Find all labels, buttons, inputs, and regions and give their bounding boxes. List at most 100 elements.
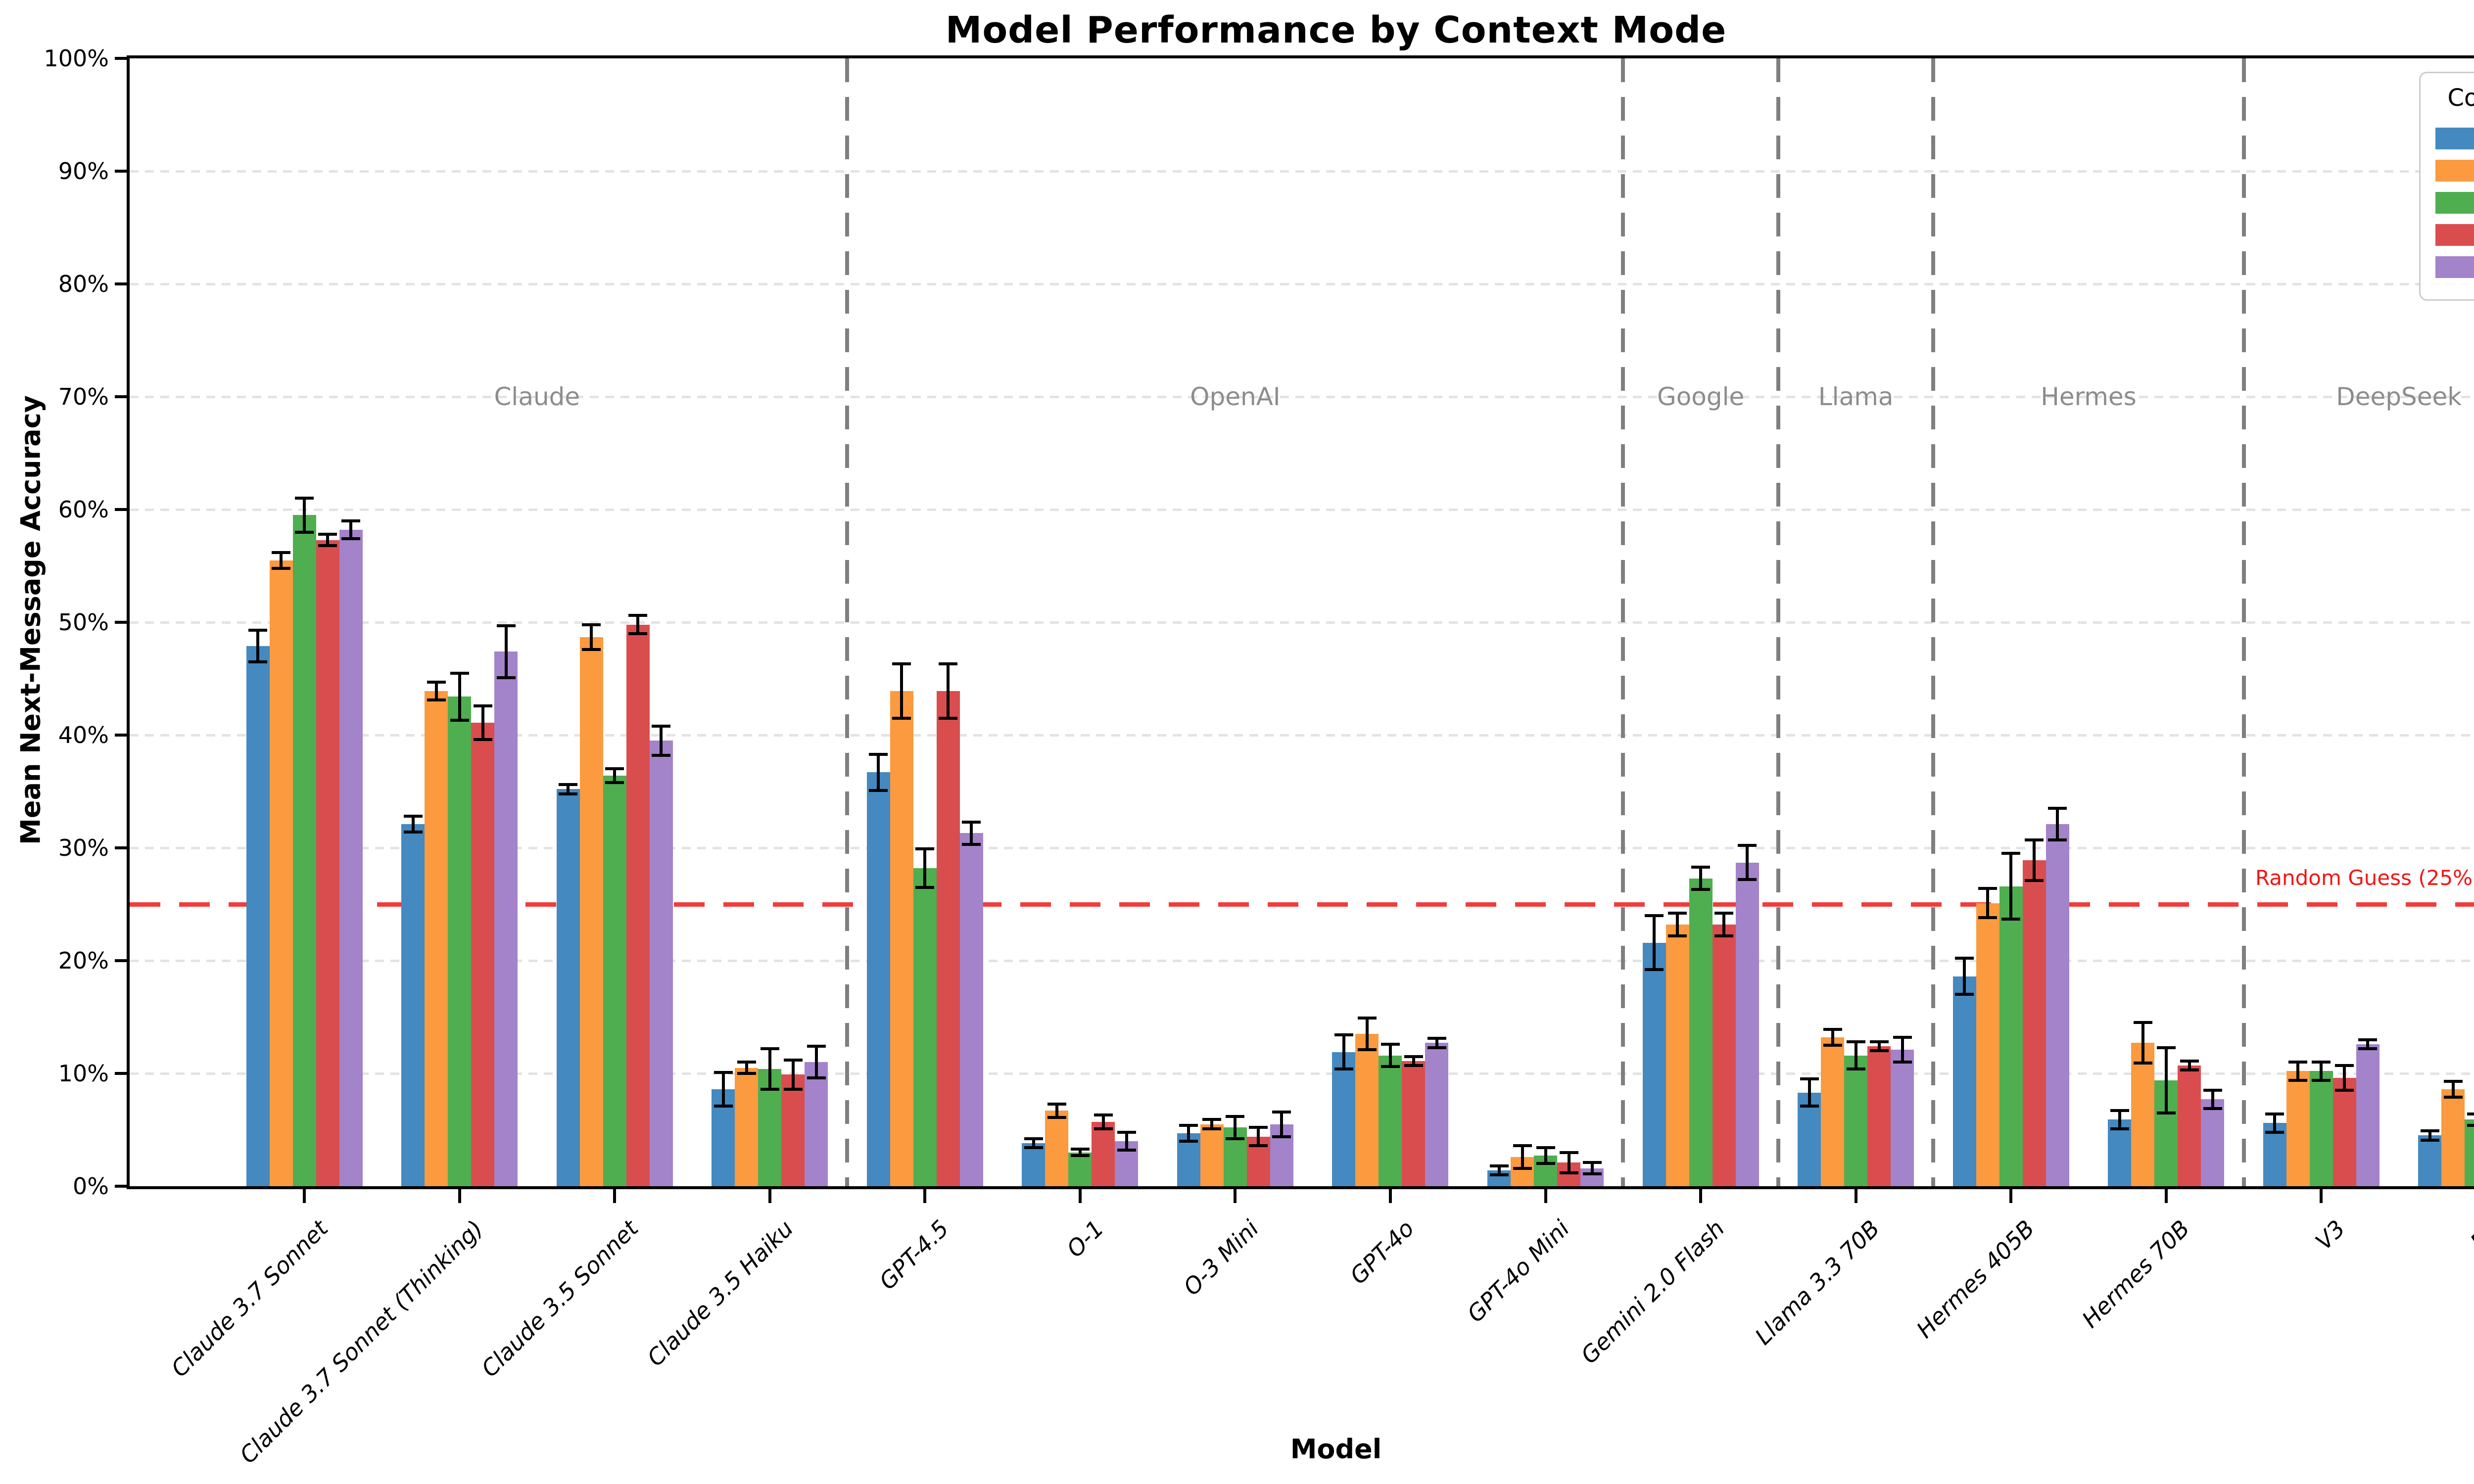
bar-Gemini 2.0 Flash-100 Raw [1712,925,1736,1186]
section-label-claude: Claude [494,382,580,411]
error-bar-Llama 3.3 70B-100 Summary [1901,1037,1904,1063]
bar-O-1-50 Summary [1068,1152,1092,1186]
error-cap-bottom [962,843,981,846]
error-cap-bottom [2358,1047,2378,1050]
error-cap-top [2265,1113,2284,1116]
error-bar-V3-50 Raw [2296,1062,2300,1080]
error-bar-Claude 3.5 Haiku-100 Summary [814,1046,818,1078]
bar-Claude 3.7 Sonnet-100 Raw [316,540,339,1186]
error-cap-top [295,497,314,500]
error-cap-top [714,1070,733,1074]
bar-Gemini 2.0 Flash-50 Summary [1689,878,1713,1186]
error-cap-top [1869,1040,1889,1044]
error-bar-GPT-4.5-50 Raw [900,664,904,718]
error-cap-bottom [1070,1154,1090,1158]
error-cap-bottom [1489,1173,1509,1177]
error-cap-top [2156,1046,2176,1049]
error-bar-O-1-100 Summary [1125,1132,1128,1151]
legend-swatch-100-raw [2435,224,2474,246]
error-cap-bottom [1117,1149,1136,1152]
error-cap-top [1357,1017,1377,1020]
bar-R1-No Context [2418,1135,2442,1186]
error-cap-bottom [1047,1115,1066,1119]
error-cap-bottom [1513,1166,1532,1170]
error-cap-top [272,551,290,554]
error-cap-top [939,662,958,666]
bar-Claude 3.7 Sonnet-No Context [246,646,270,1186]
error-bar-GPT-4.5-100 Raw [947,664,950,718]
error-cap-bottom [2312,1078,2331,1082]
bar-Hermes 405B-50 Summary [1999,886,2023,1186]
bar-Gemini 2.0 Flash-100 Summary [1735,862,1759,1186]
bar-V3-100 Raw [2332,1078,2356,1186]
error-bar-GPT-4o Mini-50 Raw [1521,1145,1524,1168]
error-cap-bottom [582,648,601,651]
error-cap-bottom [1179,1139,1198,1143]
error-cap-bottom [272,566,290,570]
error-cap-top [2025,838,2044,842]
error-bar-Hermes 405B-50 Raw [1986,888,1990,918]
x-tick-O-3 Mini [1234,1189,1237,1203]
error-cap-top [892,662,911,666]
bar-Claude 3.7 Sonnet (Thinking)-100 Summary [494,651,518,1186]
error-bar-GPT-4o-100 Summary [1435,1038,1438,1048]
error-cap-top [1691,865,1711,869]
error-cap-top [2335,1064,2354,1067]
error-bar-O-1-50 Summary [1078,1149,1082,1156]
error-cap-bottom [2048,838,2067,842]
error-cap-bottom [760,1087,779,1091]
error-cap-bottom [2025,879,2044,882]
error-bar-Claude 3.5 Sonnet-100 Summary [660,726,663,756]
bar-Claude 3.5 Sonnet-50 Summary [603,776,626,1186]
error-cap-bottom [1404,1064,1423,1067]
x-tick-V3 [2320,1189,2323,1203]
error-bar-Hermes 405B-100 Raw [2033,840,2036,881]
error-cap-top [652,724,671,728]
y-tick-label-30: 30% [58,835,109,861]
error-cap-bottom [1202,1127,1222,1130]
error-cap-top [450,671,469,675]
legend-swatch-100-summary [2435,256,2474,278]
error-bar-Claude 3.7 Sonnet (Thinking)-50 Raw [434,682,438,700]
error-bar-V3-50 Summary [2320,1062,2323,1080]
bar-R1-50 Summary [2465,1119,2474,1186]
bar-Claude 3.7 Sonnet-50 Raw [269,560,293,1186]
x-tick-label-Claude 3.7 Sonnet (Thinking): Claude 3.7 Sonnet (Thinking) [234,1215,488,1469]
error-cap-bottom [869,788,888,792]
error-bar-O-3 Mini-100 Summary [1280,1112,1284,1137]
random-guess-label: Random Guess (25%) [2255,866,2474,890]
y-tick-label-0: 0% [73,1173,109,1200]
section-label-deepseek: DeepSeek [2336,382,2462,411]
gridline-20 [130,960,2474,962]
error-bar-GPT-4o-No Context [1342,1035,1345,1069]
error-cap-bottom [1846,1067,1865,1070]
error-cap-bottom [2335,1089,2354,1092]
error-bar-GPT-4.5-100 Summary [970,822,973,845]
gridline-70 [130,396,2474,398]
section-label-google: Google [1657,382,1745,411]
x-tick-label-GPT-4o Mini: GPT-4o Mini [1462,1215,1574,1328]
error-cap-bottom [892,716,911,720]
x-tick-O-1 [1078,1189,1082,1203]
error-bar-Llama 3.3 70B-100 Raw [1877,1042,1881,1051]
x-tick-label-Claude 3.7 Sonnet: Claude 3.7 Sonnet [166,1215,333,1383]
error-cap-bottom [2288,1078,2308,1082]
bar-Llama 3.3 70B-50 Raw [1821,1037,1845,1186]
bar-Hermes 70B-100 Raw [2178,1066,2201,1186]
error-cap-top [1226,1114,1245,1118]
x-tick-label-Hermes 405B: Hermes 405B [1911,1215,2040,1344]
error-cap-top [1094,1113,1113,1117]
error-bar-Claude 3.7 Sonnet (Thinking)-No Context [411,816,415,833]
error-cap-top [2420,1129,2439,1133]
error-cap-top [427,680,446,684]
y-tick-label-20: 20% [58,947,109,974]
x-tick-Gemini 2.0 Flash [1699,1189,1703,1203]
error-cap-bottom [1536,1162,1555,1165]
error-cap-bottom [2420,1138,2439,1142]
error-cap-top [1846,1040,1865,1044]
error-bar-GPT-4.5-No Context [877,754,880,790]
error-bar-R1-50 Raw [2451,1081,2455,1097]
bar-Llama 3.3 70B-No Context [1798,1092,1821,1186]
error-cap-top [1800,1077,1819,1081]
x-tick-label-Claude 3.5 Sonnet: Claude 3.5 Sonnet [476,1215,644,1383]
